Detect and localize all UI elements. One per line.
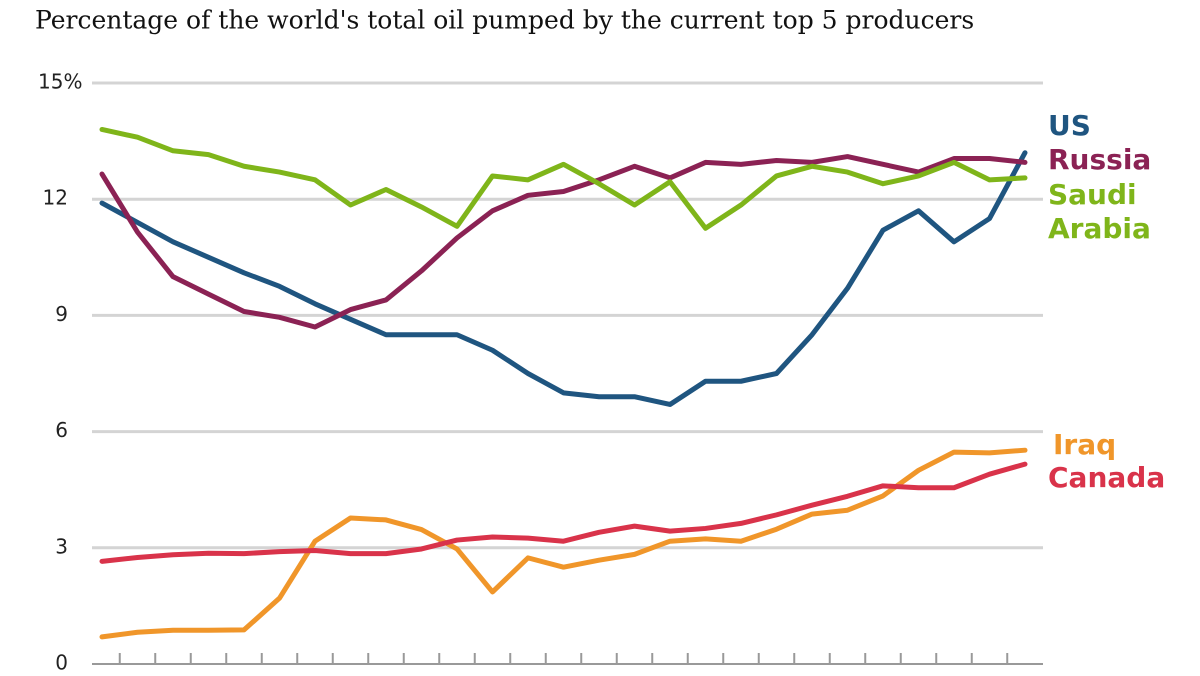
- series-label: Canada: [1048, 461, 1166, 494]
- series-label: Russia: [1048, 143, 1152, 176]
- chart-title: Percentage of the world's total oil pump…: [35, 6, 974, 35]
- series-label: Iraq: [1053, 428, 1117, 461]
- y-tick-label: 12: [43, 186, 68, 210]
- y-tick-label: 0: [55, 651, 68, 675]
- series-label: Saudi Arabia: [1048, 178, 1151, 245]
- y-tick-label: 6: [55, 418, 68, 442]
- series-line: [99, 150, 1028, 407]
- series-label: US: [1048, 109, 1091, 142]
- y-tick-label: 3: [55, 534, 68, 558]
- y-tick-label: 9: [55, 302, 68, 326]
- y-tick-label: 15%: [38, 70, 82, 94]
- series-line: [99, 447, 1028, 640]
- series-line: [99, 126, 1028, 231]
- series-line: [99, 461, 1028, 564]
- series-line: [99, 154, 1028, 330]
